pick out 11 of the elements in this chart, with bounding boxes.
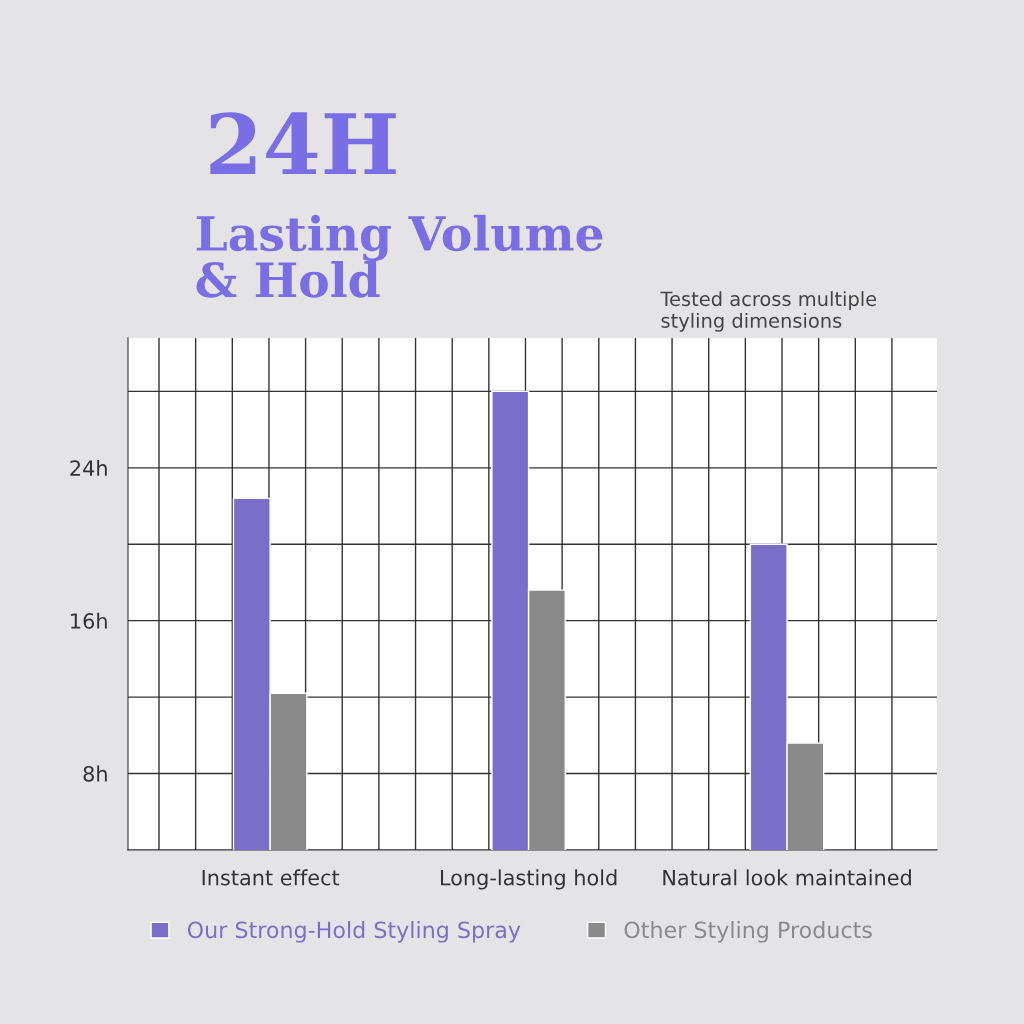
y-tick-label: 16h — [71, 612, 107, 629]
x-tick-label: Instant effect — [202, 869, 340, 886]
y-tick-label: 24h — [70, 459, 107, 476]
chart-title: 24H — [210, 112, 396, 175]
legend-label: Our Strong-Hold Styling Spray — [187, 921, 521, 943]
text: Tested across multiple styling dimensions — [660, 291, 877, 332]
x-tick-label: Natural look maintained — [663, 869, 911, 886]
x-tick-label: Long-lasting hold — [440, 869, 617, 890]
chart-subtitle: Lasting Volume & Hold — [196, 214, 603, 298]
y-tick-label: 8h — [83, 765, 107, 782]
legend-label: Other Styling Products — [624, 921, 872, 943]
